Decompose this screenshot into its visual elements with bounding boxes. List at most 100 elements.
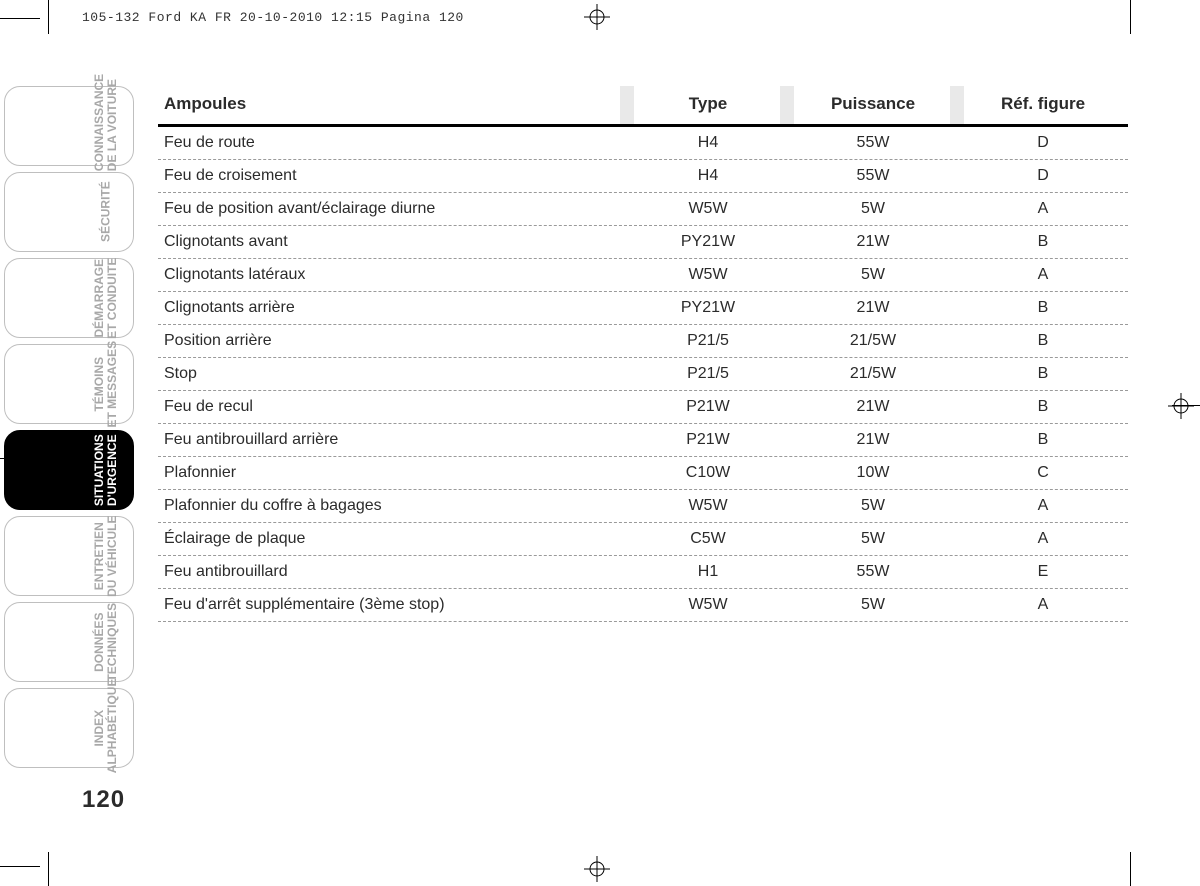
section-tabs: CONNAISSANCE DE LA VOITURESÉCURITÉDÉMARR… [4, 86, 134, 774]
table-cell: H1 [628, 556, 788, 588]
table-cell: 21W [788, 226, 958, 258]
table-cell: 5W [788, 523, 958, 555]
section-tab[interactable]: DONNÉES TECHNIQUES [4, 602, 134, 682]
crop-mark [0, 18, 40, 19]
table-cell: P21/5 [628, 358, 788, 390]
table-cell: A [958, 259, 1128, 291]
table-row: Clignotants arrièrePY21W21WB [158, 292, 1128, 325]
table-cell: 55W [788, 127, 958, 159]
table-row: StopP21/521/5WB [158, 358, 1128, 391]
col-header-type: Type [628, 86, 788, 124]
section-tab[interactable]: INDEX ALPHABÉTIQUE [4, 688, 134, 768]
table-cell: B [958, 292, 1128, 324]
table-cell: 5W [788, 490, 958, 522]
print-header: 105-132 Ford KA FR 20-10-2010 12:15 Pagi… [82, 10, 464, 25]
table-cell: Feu d'arrêt supplémentaire (3ème stop) [158, 589, 628, 621]
table-cell: Feu de recul [158, 391, 628, 423]
table-cell: P21W [628, 391, 788, 423]
table-cell: C5W [628, 523, 788, 555]
table-cell: B [958, 226, 1128, 258]
crop-mark [48, 852, 49, 886]
table-cell: H4 [628, 160, 788, 192]
table-cell: W5W [628, 193, 788, 225]
section-tab[interactable]: SITUATIONS D'URGENCE [4, 430, 134, 510]
table-row: Feu d'arrêt supplémentaire (3ème stop)W5… [158, 589, 1128, 622]
registration-mark-icon [1168, 393, 1194, 419]
table-cell: Feu de croisement [158, 160, 628, 192]
section-tab[interactable]: SÉCURITÉ [4, 172, 134, 252]
table-cell: 21W [788, 424, 958, 456]
table-cell: Clignotants avant [158, 226, 628, 258]
table-cell: D [958, 127, 1128, 159]
table-cell: Clignotants latéraux [158, 259, 628, 291]
bulbs-table: Ampoules Type Puissance Réf. figure Feu … [158, 86, 1128, 622]
registration-mark-icon [584, 856, 610, 882]
table-cell: P21/5 [628, 325, 788, 357]
table-cell: C [958, 457, 1128, 489]
table-row: Feu antibrouillardH155WE [158, 556, 1128, 589]
table-cell: B [958, 391, 1128, 423]
section-tab[interactable]: ENTRETIEN DU VÉHICULE [4, 516, 134, 596]
table-cell: Stop [158, 358, 628, 390]
table-row: Feu de croisementH455WD [158, 160, 1128, 193]
table-cell: Plafonnier du coffre à bagages [158, 490, 628, 522]
table-cell: Feu antibrouillard arrière [158, 424, 628, 456]
table-row: Feu de position avant/éclairage diurneW5… [158, 193, 1128, 226]
table-cell: 21/5W [788, 358, 958, 390]
page-number: 120 [82, 786, 125, 814]
section-tab-label: TÉMOINS ET MESSAGES [93, 339, 119, 429]
table-row: Clignotants avantPY21W21WB [158, 226, 1128, 259]
table-cell: Feu de route [158, 127, 628, 159]
table-header-row: Ampoules Type Puissance Réf. figure [158, 86, 1128, 127]
table-cell: 5W [788, 589, 958, 621]
table-cell: 10W [788, 457, 958, 489]
table-row: Feu de reculP21W21WB [158, 391, 1128, 424]
section-tab-label: DÉMARRAGE ET CONDUITE [93, 253, 119, 343]
crop-mark [0, 866, 40, 867]
table-row: Clignotants latérauxW5W5WA [158, 259, 1128, 292]
table-cell: B [958, 424, 1128, 456]
section-tab-label: SITUATIONS D'URGENCE [93, 425, 119, 515]
table-row: Position arrièreP21/521/5WB [158, 325, 1128, 358]
table-cell: Feu antibrouillard [158, 556, 628, 588]
table-cell: 21W [788, 391, 958, 423]
table-cell: H4 [628, 127, 788, 159]
section-tab[interactable]: DÉMARRAGE ET CONDUITE [4, 258, 134, 338]
table-cell: A [958, 523, 1128, 555]
table-cell: PY21W [628, 226, 788, 258]
table-body: Feu de routeH455WDFeu de croisementH455W… [158, 127, 1128, 622]
page: 105-132 Ford KA FR 20-10-2010 12:15 Pagi… [0, 0, 1200, 886]
table-row: Feu de routeH455WD [158, 127, 1128, 160]
table-cell: PY21W [628, 292, 788, 324]
section-tab-label: SÉCURITÉ [99, 167, 112, 257]
table-cell: P21W [628, 424, 788, 456]
registration-mark-icon [584, 4, 610, 30]
col-header-ampoules: Ampoules [158, 86, 628, 124]
table-cell: Position arrière [158, 325, 628, 357]
table-cell: A [958, 589, 1128, 621]
section-tab-label: DONNÉES TECHNIQUES [93, 597, 119, 687]
table-cell: C10W [628, 457, 788, 489]
col-header-puissance: Puissance [788, 86, 958, 124]
table-cell: 55W [788, 556, 958, 588]
table-cell: A [958, 490, 1128, 522]
table-row: Feu antibrouillard arrièreP21W21WB [158, 424, 1128, 457]
table-cell: W5W [628, 589, 788, 621]
col-header-ref-figure: Réf. figure [958, 86, 1128, 124]
table-cell: D [958, 160, 1128, 192]
table-row: Éclairage de plaqueC5W5WA [158, 523, 1128, 556]
table-cell: W5W [628, 259, 788, 291]
crop-mark [1130, 0, 1131, 34]
table-cell: 21W [788, 292, 958, 324]
table-cell: Éclairage de plaque [158, 523, 628, 555]
table-cell: 21/5W [788, 325, 958, 357]
section-tab[interactable]: CONNAISSANCE DE LA VOITURE [4, 86, 134, 166]
section-tab-label: ENTRETIEN DU VÉHICULE [93, 511, 119, 601]
table-row: PlafonnierC10W10WC [158, 457, 1128, 490]
table-row: Plafonnier du coffre à bagagesW5W5WA [158, 490, 1128, 523]
table-cell: W5W [628, 490, 788, 522]
section-tab[interactable]: TÉMOINS ET MESSAGES [4, 344, 134, 424]
crop-mark [1130, 852, 1131, 886]
table-cell: A [958, 193, 1128, 225]
section-tab-label: INDEX ALPHABÉTIQUE [93, 683, 119, 773]
